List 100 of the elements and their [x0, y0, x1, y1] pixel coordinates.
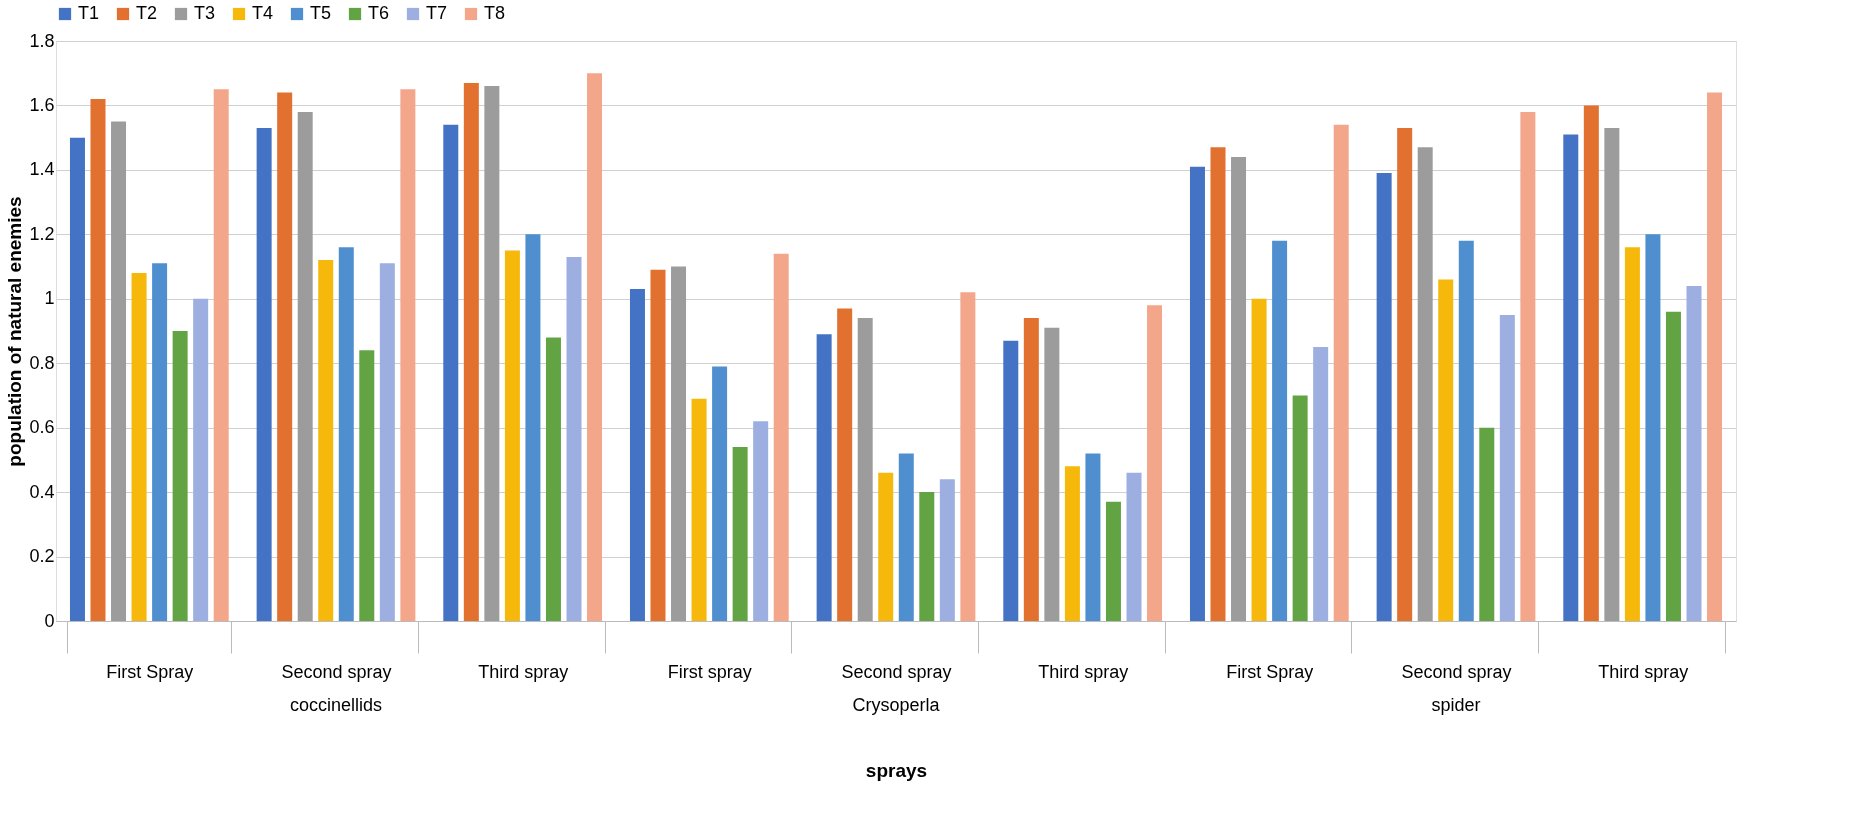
- legend-label: T2: [136, 3, 158, 23]
- bar: [1189, 166, 1205, 621]
- bar: [463, 82, 479, 621]
- bar: [691, 398, 707, 621]
- bar: [1397, 128, 1413, 621]
- bar: [1126, 472, 1142, 621]
- bar: [1624, 247, 1640, 621]
- y-tick-label: 1.8: [29, 30, 55, 51]
- bar: [1292, 395, 1308, 621]
- bar: [1085, 453, 1101, 621]
- bar: [753, 421, 769, 621]
- bar: [1272, 240, 1288, 621]
- y-tick-label: 0.4: [29, 481, 55, 502]
- bar: [1479, 427, 1495, 621]
- legend-label: T3: [194, 3, 216, 23]
- legend-label: T8: [484, 3, 506, 23]
- bar: [816, 334, 832, 621]
- bar: [857, 318, 873, 621]
- bar: [1313, 347, 1329, 621]
- bar: [297, 111, 313, 621]
- legend-label: T5: [310, 3, 332, 23]
- bar: [1147, 305, 1163, 621]
- bar: [359, 350, 375, 621]
- bar: [69, 137, 85, 621]
- bar: [1417, 147, 1433, 621]
- text: coccinellids: [289, 695, 383, 715]
- bar: [1044, 327, 1060, 621]
- y-tick-label: 1: [44, 288, 55, 309]
- bar: [1583, 105, 1599, 621]
- bar: [545, 337, 561, 621]
- bar: [650, 269, 666, 621]
- y-tick-label: 0: [44, 610, 55, 631]
- bar: [712, 366, 728, 621]
- bar: [773, 253, 789, 621]
- bar: [1563, 134, 1579, 621]
- x-tick-label: Third spray: [1598, 661, 1689, 682]
- legend-label: T7: [426, 3, 448, 23]
- x-tick-label: Second spray: [841, 661, 952, 682]
- bar: [1251, 298, 1267, 621]
- bar: [443, 124, 459, 621]
- bar: [172, 331, 188, 621]
- bar: [90, 99, 106, 621]
- x-tick-label: First spray: [667, 661, 752, 682]
- bar: [587, 73, 603, 621]
- bar: [1686, 285, 1702, 621]
- bar: [960, 292, 976, 621]
- y-tick-label: 0.2: [29, 546, 55, 567]
- bar: [671, 266, 687, 621]
- x-tick-label: First Spray: [106, 661, 194, 682]
- bar: [919, 492, 935, 621]
- bar: [1231, 157, 1247, 621]
- x-tick-label: Third spray: [478, 661, 569, 682]
- bar: [1438, 279, 1454, 621]
- x-tick-label: First Spray: [1226, 661, 1314, 682]
- bar: [878, 472, 894, 621]
- bar: [379, 263, 395, 621]
- bar: [1376, 173, 1392, 621]
- legend-label: T4: [252, 3, 274, 23]
- bar: [837, 308, 853, 621]
- bar: [1064, 466, 1080, 621]
- bar: [277, 92, 293, 621]
- x-tick-label: Third spray: [1038, 661, 1129, 682]
- bar: [1520, 111, 1536, 621]
- y-tick-label: 1.2: [29, 223, 55, 244]
- y-axis-title: population of natural enemies: [4, 196, 26, 467]
- bar: [152, 263, 168, 621]
- legend-label: T6: [368, 3, 390, 23]
- bar: [484, 86, 500, 621]
- bar: [1333, 124, 1349, 621]
- bar: [1665, 311, 1681, 621]
- bar: [1105, 501, 1121, 621]
- bar: [1499, 314, 1515, 621]
- bar: [898, 453, 914, 621]
- bar: [1023, 318, 1039, 621]
- bar: [566, 256, 582, 621]
- bar: [1458, 240, 1474, 621]
- bar: [732, 447, 748, 621]
- x-axis-title: sprays: [865, 759, 928, 781]
- bar: [1210, 147, 1226, 621]
- bar: [504, 250, 520, 621]
- y-tick-label: 1.6: [29, 94, 55, 115]
- bar: [131, 273, 147, 621]
- bar: [400, 89, 416, 621]
- bar: [256, 128, 272, 621]
- bar: [318, 260, 334, 621]
- text: Crysoperla: [852, 695, 941, 715]
- x-tick-label: Second spray: [1401, 661, 1512, 682]
- bar: [1604, 128, 1620, 621]
- bar: [629, 289, 645, 621]
- bar: [1003, 340, 1019, 621]
- bar: [1707, 92, 1723, 621]
- bar: [525, 234, 541, 621]
- bar: [193, 298, 209, 621]
- bar: [111, 121, 127, 621]
- x-tick-label: Second spray: [281, 661, 392, 682]
- legend-label: T1: [78, 3, 100, 23]
- y-tick-label: 0.8: [29, 352, 55, 373]
- bar: [213, 89, 229, 621]
- text: spider: [1431, 695, 1481, 715]
- bar: [338, 247, 354, 621]
